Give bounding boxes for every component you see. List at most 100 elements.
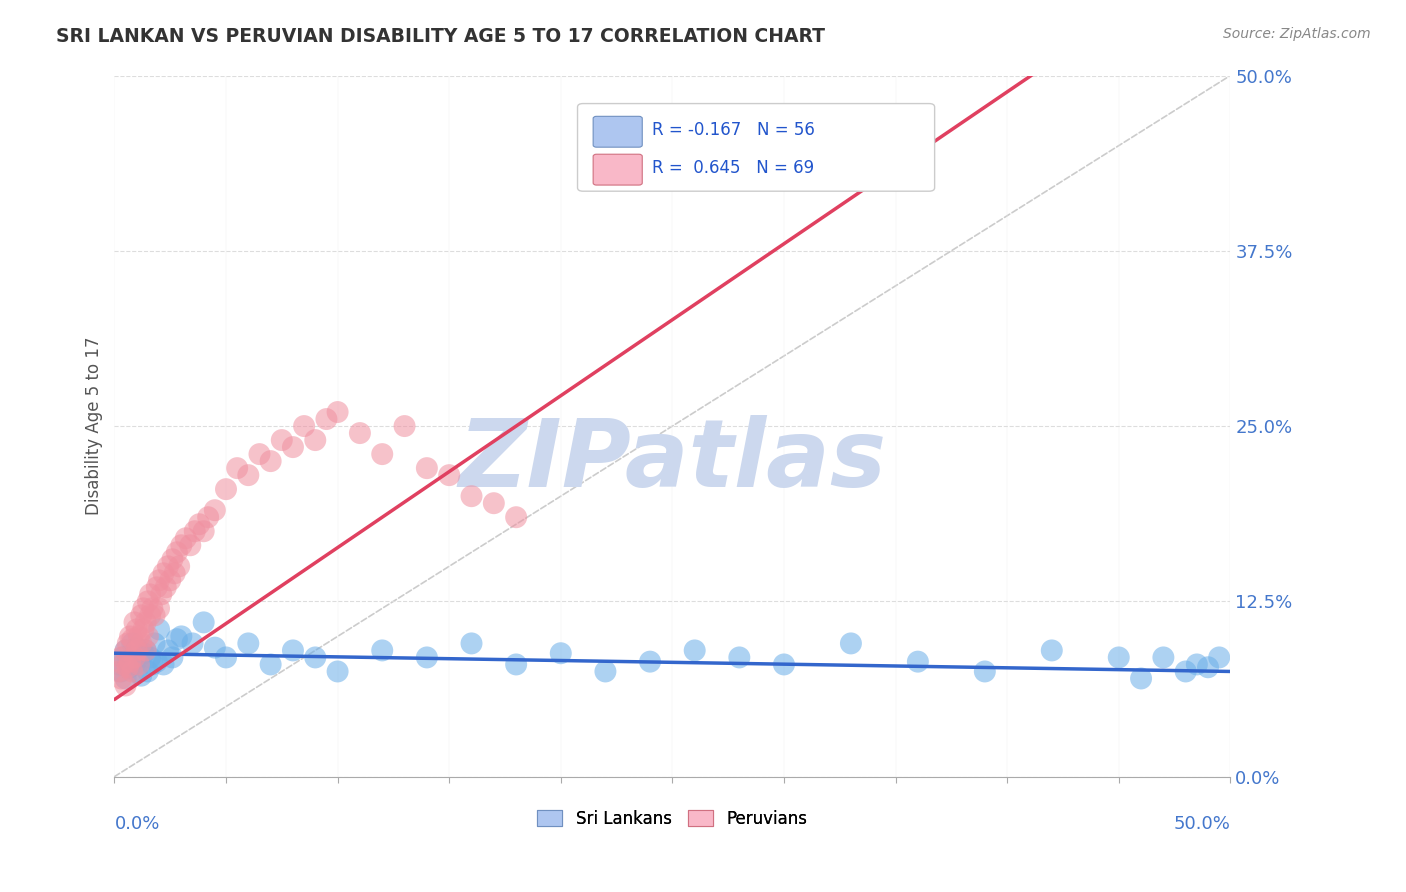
Point — [1130, 672, 1153, 686]
Point — [326, 665, 349, 679]
Point — [114, 643, 136, 657]
Point — [505, 657, 527, 672]
Point — [150, 587, 173, 601]
Point — [595, 665, 617, 679]
Point — [129, 636, 152, 650]
Point — [505, 510, 527, 524]
Point — [204, 640, 226, 655]
Point — [125, 640, 148, 655]
Point — [215, 482, 238, 496]
Point — [159, 574, 181, 588]
Point — [1108, 650, 1130, 665]
Point — [132, 601, 155, 615]
Point — [136, 665, 159, 679]
Point — [148, 574, 170, 588]
Point — [184, 524, 207, 539]
Text: R =  0.645   N = 69: R = 0.645 N = 69 — [652, 159, 814, 177]
FancyBboxPatch shape — [593, 154, 643, 185]
Point — [112, 650, 135, 665]
Point — [270, 433, 292, 447]
Point — [238, 636, 260, 650]
Point — [907, 655, 929, 669]
Point — [132, 646, 155, 660]
Point — [124, 615, 146, 630]
Point — [259, 657, 281, 672]
Point — [550, 646, 572, 660]
Point — [146, 580, 169, 594]
Point — [141, 657, 163, 672]
Point — [226, 461, 249, 475]
Point — [141, 601, 163, 615]
Point — [125, 623, 148, 637]
Point — [460, 636, 482, 650]
Point — [139, 608, 162, 623]
Point — [170, 629, 193, 643]
Point — [117, 655, 139, 669]
Point — [394, 419, 416, 434]
Point — [128, 650, 150, 665]
Point — [179, 538, 201, 552]
Text: SRI LANKAN VS PERUVIAN DISABILITY AGE 5 TO 17 CORRELATION CHART: SRI LANKAN VS PERUVIAN DISABILITY AGE 5 … — [56, 27, 825, 45]
Point — [125, 665, 148, 679]
Point — [839, 636, 862, 650]
Point — [162, 650, 184, 665]
Point — [129, 608, 152, 623]
Point — [128, 629, 150, 643]
Point — [349, 426, 371, 441]
Point — [259, 454, 281, 468]
Point — [136, 629, 159, 643]
Point — [773, 657, 796, 672]
Point — [304, 433, 326, 447]
Point — [124, 650, 146, 665]
Text: ZIPatlas: ZIPatlas — [458, 415, 886, 508]
Point — [371, 643, 394, 657]
Point — [124, 657, 146, 672]
Point — [129, 668, 152, 682]
Point — [108, 665, 131, 679]
Point — [110, 665, 132, 679]
Point — [125, 643, 148, 657]
Point — [1152, 650, 1174, 665]
Text: Source: ZipAtlas.com: Source: ZipAtlas.com — [1223, 27, 1371, 41]
Point — [166, 545, 188, 559]
Point — [148, 601, 170, 615]
Point — [135, 615, 157, 630]
Point — [136, 594, 159, 608]
Point — [110, 650, 132, 665]
Point — [166, 632, 188, 647]
Point — [460, 489, 482, 503]
Point — [437, 468, 460, 483]
Point — [148, 623, 170, 637]
Point — [215, 650, 238, 665]
Point — [728, 650, 751, 665]
Point — [197, 510, 219, 524]
Point — [292, 419, 315, 434]
Legend: Sri Lankans, Peruvians: Sri Lankans, Peruvians — [537, 810, 807, 828]
Point — [281, 440, 304, 454]
Point — [156, 643, 179, 657]
Point — [238, 468, 260, 483]
Point — [117, 660, 139, 674]
Point — [1174, 665, 1197, 679]
Point — [143, 636, 166, 650]
Point — [128, 657, 150, 672]
Text: 50.0%: 50.0% — [1174, 815, 1230, 833]
Point — [281, 643, 304, 657]
Point — [638, 655, 661, 669]
Point — [135, 643, 157, 657]
Point — [146, 655, 169, 669]
Point — [152, 566, 174, 581]
Point — [170, 538, 193, 552]
Point — [118, 629, 141, 643]
Point — [155, 580, 177, 594]
FancyBboxPatch shape — [593, 116, 643, 147]
Point — [416, 650, 439, 665]
Point — [174, 531, 197, 545]
FancyBboxPatch shape — [578, 103, 935, 191]
Text: R = -0.167   N = 56: R = -0.167 N = 56 — [652, 120, 815, 138]
Point — [143, 608, 166, 623]
Point — [112, 657, 135, 672]
Point — [193, 615, 215, 630]
Point — [121, 632, 143, 647]
Y-axis label: Disability Age 5 to 17: Disability Age 5 to 17 — [86, 337, 103, 516]
